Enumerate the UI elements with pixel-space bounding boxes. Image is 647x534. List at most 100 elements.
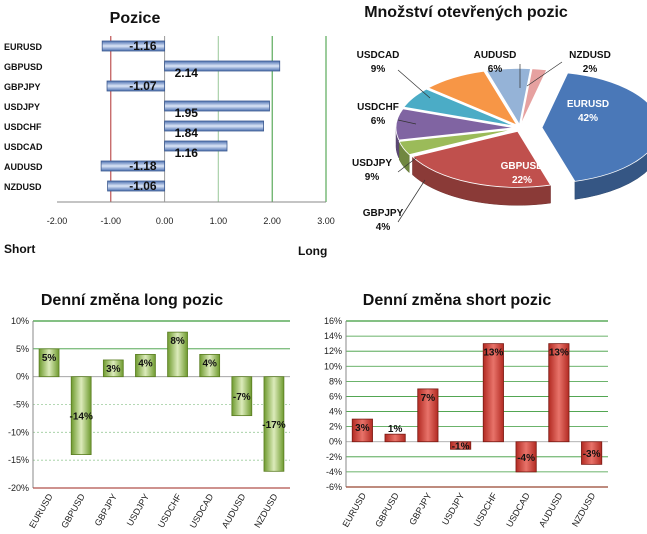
bar: [164, 60, 281, 72]
data-label: -14%: [70, 412, 93, 423]
pie-label-value: 2%: [583, 64, 598, 75]
bar: [515, 441, 537, 473]
bar: [107, 180, 165, 192]
bar: [351, 418, 373, 443]
leader-line: [397, 157, 417, 173]
bar: [164, 100, 270, 112]
pie-label-value: 9%: [365, 172, 380, 183]
chart-daily-long-change: Denní změna long pozic 10% 5% 0% -5% -10% -15…: [8, 292, 290, 530]
y-tick-label: -20%: [8, 483, 29, 493]
pie-label-value: 9%: [371, 64, 386, 75]
x-tick-label: 0.00: [156, 216, 174, 226]
data-label: 3%: [355, 423, 370, 434]
pie-slice: [485, 68, 532, 126]
pie-label-name: NZDUSD: [569, 50, 611, 61]
category-label: GBPUSD: [373, 491, 401, 529]
y-tick-label: 4%: [329, 407, 342, 417]
data-label: 1.95: [175, 106, 199, 120]
category-label: GBPUSD: [59, 492, 87, 530]
pie-label-value: 22%: [512, 175, 532, 186]
chart-title: Denní změna short pozic: [363, 292, 552, 309]
bar: [102, 359, 124, 378]
category-label: USDJPY: [125, 492, 151, 528]
pie-label-value: 42%: [578, 113, 598, 124]
bar: [384, 433, 406, 443]
category-label: AUDUSD: [4, 162, 43, 172]
data-label: 1%: [388, 424, 403, 435]
leader-line: [526, 61, 563, 87]
data-label: 4%: [202, 358, 217, 369]
category-label: USDJPY: [4, 102, 40, 112]
y-tick-label: 0%: [16, 372, 29, 382]
chart-open-positions-pie: Množství otevřených pozic EURUSD 42% GBPUS…: [352, 4, 647, 233]
x-tick-label: -1.00: [101, 216, 122, 226]
bar: [199, 353, 221, 378]
data-label: 1.84: [175, 126, 199, 140]
pie-label-name: USDJPY: [352, 158, 392, 169]
category-label: USDCAD: [4, 142, 43, 152]
pie-label-name: GBPJPY: [363, 208, 404, 219]
pie-slice: [541, 72, 647, 182]
leader-line: [397, 69, 431, 99]
data-label: -1.07: [129, 79, 157, 93]
data-label: 2.14: [175, 66, 199, 80]
short-label: Short: [4, 242, 35, 256]
bar: [164, 140, 228, 152]
y-tick-label: -15%: [8, 455, 29, 465]
chart-title: Denní změna long pozic: [41, 292, 223, 309]
y-tick-label: 16%: [324, 316, 342, 326]
pie-slice: [403, 88, 515, 127]
bar: [106, 80, 165, 92]
pie-label-name: EURUSD: [567, 99, 609, 110]
data-label: 5%: [42, 353, 57, 364]
data-label: 13%: [483, 348, 503, 359]
bar: [450, 441, 472, 450]
category-label: EURUSD: [4, 42, 43, 52]
leader-line: [397, 179, 426, 223]
pie-slice: [520, 68, 548, 125]
category-label: NZDUSD: [252, 492, 280, 530]
bar: [100, 160, 165, 172]
bar: [581, 441, 603, 465]
y-tick-label: -4%: [326, 467, 342, 477]
leader-line: [397, 119, 417, 125]
data-label: -4%: [517, 453, 535, 464]
category-label: EURUSD: [340, 491, 368, 529]
y-tick-label: -5%: [13, 400, 29, 410]
bar: [263, 376, 285, 472]
data-label: -3%: [583, 449, 601, 460]
pie-slice: [427, 70, 518, 126]
category-label: USDCAD: [504, 491, 532, 529]
bar: [70, 376, 92, 455]
category-label: NZDUSD: [570, 491, 598, 529]
category-label: AUDUSD: [537, 491, 565, 529]
pie-slice: [411, 130, 552, 188]
y-tick-label: 10%: [324, 361, 342, 371]
bar: [167, 331, 188, 378]
category-label: USDCHF: [472, 491, 500, 529]
data-label: -1.18: [129, 159, 157, 173]
y-tick-label: 0%: [329, 437, 342, 447]
chart-positions: Pozice Short Long -2.00 -1.00 0.00 1.00 2.00…: [4, 10, 335, 258]
y-tick-label: -6%: [326, 482, 342, 492]
data-label: 4%: [138, 358, 153, 369]
bar: [38, 348, 60, 378]
y-tick-label: 6%: [329, 391, 342, 401]
data-label: 1.16: [175, 146, 199, 160]
data-label: -17%: [262, 420, 285, 431]
x-tick-label: 3.00: [317, 216, 335, 226]
category-label: GBPUSD: [4, 62, 43, 72]
category-label: USDJPY: [440, 491, 466, 527]
y-tick-label: -2%: [326, 452, 342, 462]
category-label: GBPJPY: [4, 82, 41, 92]
pie-label-name: GBPUSD: [501, 161, 544, 172]
pie-label-name: USDCHF: [357, 102, 399, 113]
category-label: GBPJPY: [407, 491, 433, 527]
pie-label-name: AUDUSD: [474, 50, 517, 61]
bar: [482, 343, 504, 443]
data-label: -1%: [452, 442, 470, 453]
category-label: USDCHF: [4, 122, 42, 132]
x-tick-label: 1.00: [210, 216, 228, 226]
bar: [164, 120, 264, 132]
y-tick-label: 14%: [324, 331, 342, 341]
